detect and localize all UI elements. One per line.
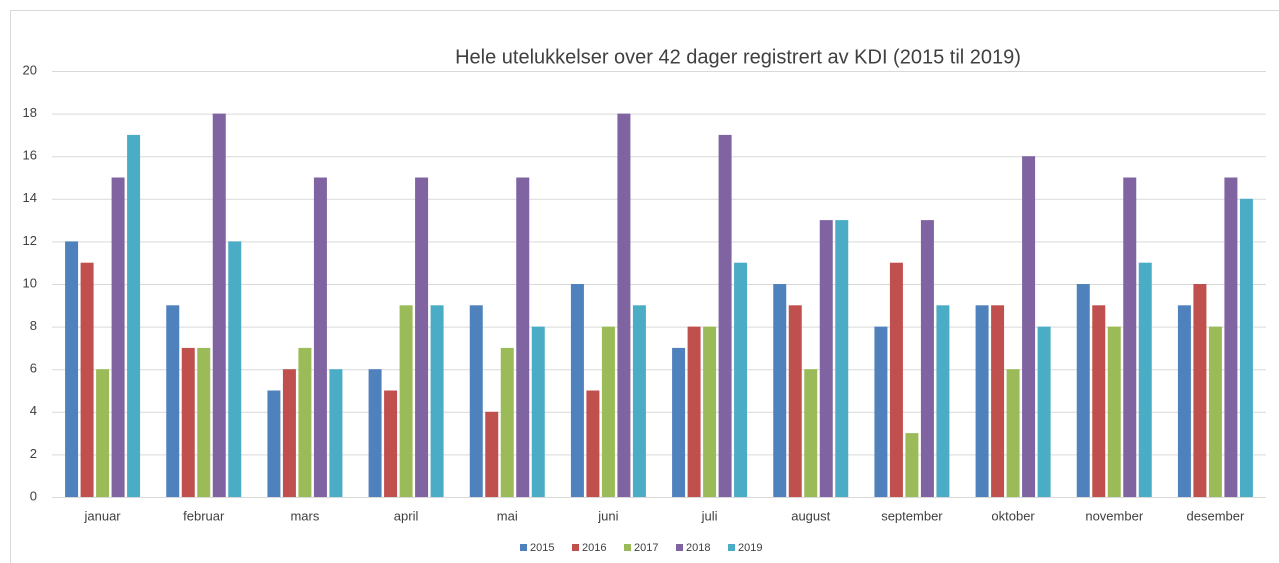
legend-label: 2017 — [634, 542, 658, 554]
y-tick-label: 6 — [30, 361, 37, 376]
bar — [819, 220, 833, 497]
bar — [687, 326, 701, 497]
bar — [430, 305, 444, 497]
legend-swatch — [676, 544, 683, 551]
bar — [975, 305, 989, 497]
bar — [469, 305, 483, 497]
bar — [1208, 326, 1222, 497]
bar — [111, 177, 125, 497]
x-tick-label: januar — [84, 508, 122, 523]
y-tick-label: 8 — [30, 318, 37, 333]
bar — [788, 305, 802, 497]
y-tick-label: 12 — [23, 233, 37, 248]
x-tick-label: august — [791, 508, 830, 523]
legend-swatch — [624, 544, 631, 551]
bar — [586, 390, 600, 497]
bar — [415, 177, 429, 497]
legend-label: 2016 — [582, 542, 606, 554]
bar — [1107, 326, 1121, 497]
bar — [601, 326, 615, 497]
bar — [617, 113, 631, 497]
bar — [80, 262, 94, 497]
y-tick-label: 14 — [23, 190, 37, 205]
bar — [718, 134, 732, 497]
legend-label: 2015 — [530, 542, 554, 554]
bar — [835, 220, 849, 497]
bar — [703, 326, 717, 497]
bar — [1022, 156, 1036, 497]
legend-swatch — [728, 544, 735, 551]
bar — [368, 369, 382, 497]
bar — [1239, 198, 1253, 498]
bar — [1138, 262, 1152, 497]
bar — [874, 326, 888, 497]
y-tick-label: 2 — [30, 446, 37, 461]
y-tick-label: 20 — [23, 62, 37, 77]
bar — [298, 347, 312, 497]
bar — [1224, 177, 1238, 497]
bar — [905, 433, 919, 497]
x-tick-label: oktober — [991, 508, 1035, 523]
bar — [672, 347, 686, 497]
x-tick-label: mars — [290, 508, 319, 523]
x-tick-label: februar — [183, 508, 225, 523]
bar — [570, 284, 584, 497]
bar — [889, 262, 903, 497]
bar — [804, 369, 818, 497]
bar — [485, 411, 499, 497]
y-tick-label: 0 — [30, 488, 37, 503]
x-tick-label: juli — [701, 508, 718, 523]
legend-label: 2018 — [686, 542, 710, 554]
bar — [773, 284, 787, 497]
bar — [228, 241, 242, 497]
chart-title: Hele utelukkelser over 42 dager registre… — [455, 46, 1021, 68]
bar — [212, 113, 226, 497]
bar — [1076, 284, 1090, 497]
y-tick-label: 16 — [23, 148, 37, 163]
bar — [516, 177, 530, 497]
bar — [384, 390, 398, 497]
legend-label: 2019 — [738, 542, 762, 554]
bar — [500, 347, 514, 497]
bar — [267, 390, 281, 497]
x-tick-label: september — [881, 508, 943, 523]
bar — [65, 241, 79, 497]
bar — [1092, 305, 1106, 497]
y-tick-label: 10 — [23, 275, 37, 290]
y-tick-label: 18 — [23, 105, 37, 120]
legend-swatch — [520, 544, 527, 551]
bar — [399, 305, 413, 497]
bar — [531, 326, 545, 497]
bar — [991, 305, 1005, 497]
x-tick-label: juni — [597, 508, 618, 523]
bar — [1177, 305, 1191, 497]
bar — [936, 305, 950, 497]
bar — [920, 220, 934, 497]
x-tick-label: mai — [497, 508, 518, 523]
bar — [282, 369, 296, 497]
y-tick-label: 4 — [30, 403, 37, 418]
bar — [313, 177, 327, 497]
x-tick-label: november — [1085, 508, 1143, 523]
bar — [197, 347, 211, 497]
bar — [1006, 369, 1020, 497]
bar — [1123, 177, 1137, 497]
bar — [734, 262, 748, 497]
bar — [127, 134, 141, 497]
bar — [1193, 284, 1207, 497]
bar — [329, 369, 343, 497]
x-tick-label: april — [394, 508, 419, 523]
bar — [166, 305, 180, 497]
x-tick-label: desember — [1187, 508, 1245, 523]
bar — [632, 305, 646, 497]
bar — [1037, 326, 1051, 497]
bar — [96, 369, 110, 497]
bar — [181, 347, 195, 497]
legend-swatch — [572, 544, 579, 551]
